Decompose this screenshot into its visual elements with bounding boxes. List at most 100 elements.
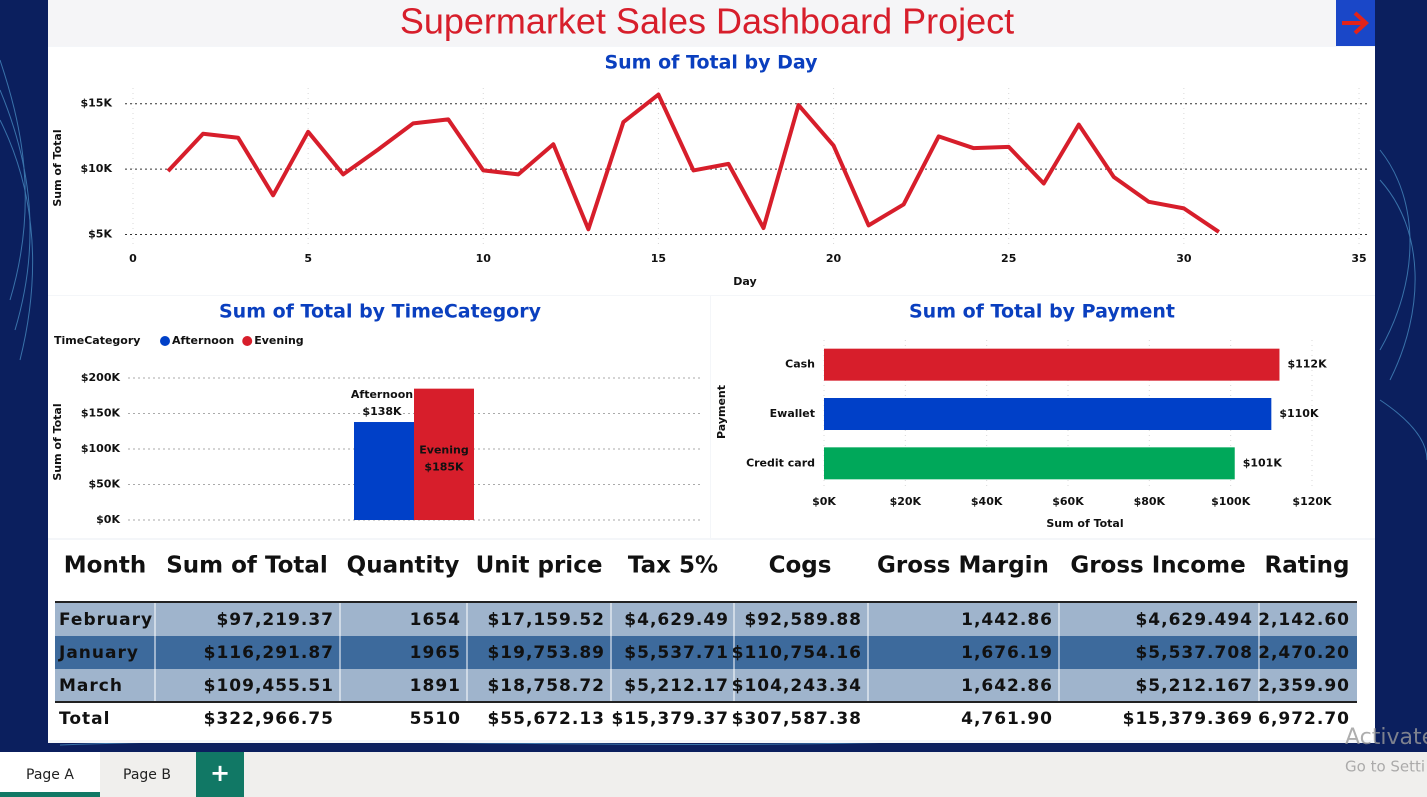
table-cell: 1,642.86 <box>961 676 1053 696</box>
table-cell: 2,359.90 <box>1258 676 1350 696</box>
legend-label: Evening <box>254 334 303 347</box>
data-label: $112K <box>1287 358 1327 371</box>
table-cell: $307,587.38 <box>732 709 862 729</box>
table-cell: $19,753.89 <box>487 643 605 663</box>
x-tick-label: $60K <box>1052 495 1084 508</box>
table-cell: $116,291.87 <box>204 643 334 663</box>
table-header: Sum of Total <box>166 553 328 579</box>
legend-swatch <box>160 336 170 346</box>
bar <box>414 388 474 520</box>
table-cell: $5,537.708 <box>1135 643 1253 663</box>
table-header: Rating <box>1265 553 1350 579</box>
table-row <box>55 636 1357 669</box>
table-cell: February <box>59 610 153 630</box>
table-header: Cogs <box>769 553 832 579</box>
dashboard-title: Supermarket Sales Dashboard Project <box>400 1 1014 42</box>
chart-title: Sum of Total by Payment <box>909 301 1175 323</box>
table-cell: March <box>59 676 123 696</box>
tab[interactable]: Page A <box>26 767 74 783</box>
data-label: $185K <box>424 461 464 474</box>
table-cell: 6,972.70 <box>1258 709 1350 729</box>
table-cell: $5,537.71 <box>624 643 729 663</box>
legend-title: TimeCategory <box>54 334 140 347</box>
table-cell: 4,761.90 <box>961 709 1053 729</box>
x-tick-label: $80K <box>1134 495 1166 508</box>
next-page-button[interactable] <box>1336 0 1375 46</box>
legend-label: Afternoon <box>172 334 234 347</box>
y-tick-label: $100K <box>81 442 121 455</box>
day-panel <box>48 47 1375 295</box>
x-tick-label: $0K <box>812 495 836 508</box>
watermark: Activate <box>1345 725 1427 750</box>
chart-title: Sum of Total by TimeCategory <box>219 301 542 323</box>
bar <box>824 398 1272 430</box>
table-cell: $109,455.51 <box>204 676 334 696</box>
x-tick-label: 5 <box>304 252 312 265</box>
data-label: $101K <box>1243 456 1283 469</box>
y-tick-label: $200K <box>81 371 121 384</box>
y-axis-title: Sum of Total <box>51 129 64 206</box>
table-cell: $18,758.72 <box>487 676 605 696</box>
line <box>166 92 1221 234</box>
x-axis-title: Sum of Total <box>1046 517 1123 530</box>
y-tick-label: $10K <box>81 162 113 175</box>
table-row <box>55 603 1357 636</box>
table-header: Month <box>64 553 146 579</box>
x-tick-label: 25 <box>1001 252 1016 265</box>
watermark: Go to Setti <box>1345 758 1425 776</box>
table-row <box>55 669 1357 702</box>
table-cell: Total <box>59 709 110 729</box>
tab[interactable]: Page B <box>123 767 171 783</box>
y-tick-label: $150K <box>81 407 121 420</box>
x-tick-label: $40K <box>971 495 1003 508</box>
bar <box>824 447 1235 480</box>
table-cell: $15,379.37 <box>611 709 729 729</box>
data-label: $138K <box>362 405 402 418</box>
x-tick-label: 20 <box>826 252 842 265</box>
table-cell: $4,629.49 <box>624 610 729 630</box>
table-cell: $110,754.16 <box>732 643 862 663</box>
data-label: $110K <box>1279 407 1319 420</box>
table-cell: $15,379.369 <box>1123 709 1253 729</box>
table-header: Unit price <box>476 553 603 579</box>
legend-swatch <box>242 336 253 346</box>
x-tick-label: 15 <box>651 252 666 265</box>
table-header: Gross Income <box>1070 553 1245 579</box>
table-cell: $97,219.37 <box>216 610 334 630</box>
bar <box>354 422 414 520</box>
tab-active[interactable] <box>0 752 100 797</box>
add-tab-button[interactable] <box>196 752 244 797</box>
table-cell: 1891 <box>410 676 461 696</box>
x-tick-label: 35 <box>1351 252 1366 265</box>
table-cell: 1965 <box>410 643 461 663</box>
title-band <box>48 0 1336 46</box>
table-header: Gross Margin <box>877 553 1049 579</box>
y-tick-label: Ewallet <box>770 407 815 420</box>
table-cell: January <box>58 643 139 663</box>
chart-title: Sum of Total by Day <box>604 52 818 74</box>
y-axis-title: Payment <box>715 385 728 439</box>
y-tick-label: $50K <box>89 478 121 491</box>
x-tick-label: $100K <box>1211 495 1251 508</box>
y-tick-label: $5K <box>88 228 112 241</box>
table-header: Quantity <box>347 553 460 579</box>
x-tick-label: $120K <box>1292 495 1332 508</box>
data-label-name: Afternoon <box>351 388 413 401</box>
table-cell: $5,212.17 <box>624 676 729 696</box>
table-cell: 1,676.19 <box>961 643 1053 663</box>
x-tick-label: 0 <box>129 252 137 265</box>
table-cell: 2,470.20 <box>1258 643 1350 663</box>
table-cell: 1654 <box>410 610 461 630</box>
y-tick-label: Credit card <box>746 456 815 469</box>
table-cell: $322,966.75 <box>204 709 334 729</box>
bar <box>824 348 1280 381</box>
x-axis-title: Day <box>733 275 756 288</box>
y-axis-title: Sum of Total <box>51 403 64 480</box>
table-cell: 1,442.86 <box>961 610 1053 630</box>
table-cell: $104,243.34 <box>732 676 862 696</box>
x-tick-label: 30 <box>1176 252 1192 265</box>
table-cell: $55,672.13 <box>487 709 605 729</box>
add-tab-icon[interactable]: + <box>210 759 230 787</box>
arrow-icon[interactable] <box>1342 11 1369 35</box>
